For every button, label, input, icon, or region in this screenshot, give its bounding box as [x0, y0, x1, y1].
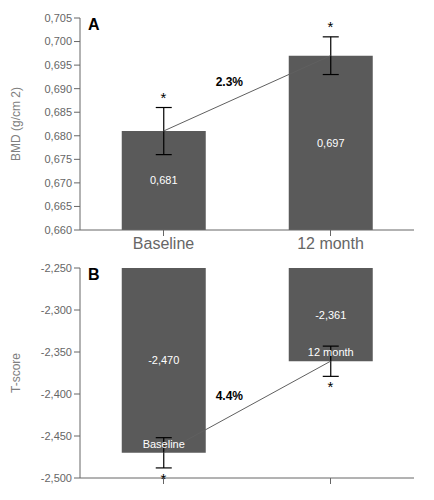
svg-text:*: *: [161, 470, 167, 487]
svg-text:0,665: 0,665: [44, 200, 72, 212]
svg-text:0,670: 0,670: [44, 177, 72, 189]
svg-text:0,705: 0,705: [44, 12, 72, 24]
svg-text:2.3%: 2.3%: [216, 75, 244, 89]
svg-text:-2,400: -2,400: [41, 388, 72, 400]
svg-text:0,700: 0,700: [44, 35, 72, 47]
svg-text:0,690: 0,690: [44, 83, 72, 95]
svg-text:*: *: [328, 378, 334, 395]
svg-text:0,685: 0,685: [44, 106, 72, 118]
svg-text:12 month: 12 month: [308, 346, 354, 358]
svg-text:Baseline: Baseline: [133, 235, 194, 252]
svg-text:0,660: 0,660: [44, 224, 72, 236]
svg-text:*: *: [328, 18, 334, 35]
svg-text:T-score: T-score: [9, 353, 23, 393]
svg-text:-2,350: -2,350: [41, 346, 72, 358]
html-text:B: B: [88, 266, 100, 283]
svg-text:0,681: 0,681: [150, 174, 178, 186]
svg-text:0,680: 0,680: [44, 130, 72, 142]
svg-text:-2,500: -2,500: [41, 472, 72, 484]
svg-text:-2,450: -2,450: [41, 430, 72, 442]
svg-text:-2,250: -2,250: [41, 262, 72, 274]
svg-text:-2,300: -2,300: [41, 304, 72, 316]
svg-text:-2,361: -2,361: [315, 309, 346, 321]
svg-text:*: *: [161, 89, 167, 106]
svg-text:0,697: 0,697: [317, 137, 345, 149]
svg-text:12 month: 12 month: [297, 235, 364, 252]
svg-text:0,675: 0,675: [44, 153, 72, 165]
html-text:A: A: [88, 16, 100, 33]
svg-text:0,695: 0,695: [44, 59, 72, 71]
svg-text:BMD (g/cm 2): BMD (g/cm 2): [9, 87, 23, 161]
svg-text:4.4%: 4.4%: [216, 389, 244, 403]
svg-text:-2,470: -2,470: [148, 354, 179, 366]
svg-text:Baseline: Baseline: [143, 438, 185, 450]
